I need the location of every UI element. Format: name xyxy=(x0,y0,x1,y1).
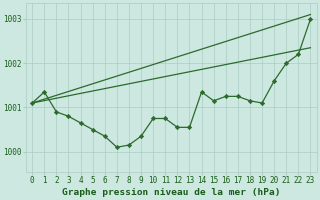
X-axis label: Graphe pression niveau de la mer (hPa): Graphe pression niveau de la mer (hPa) xyxy=(62,188,281,197)
